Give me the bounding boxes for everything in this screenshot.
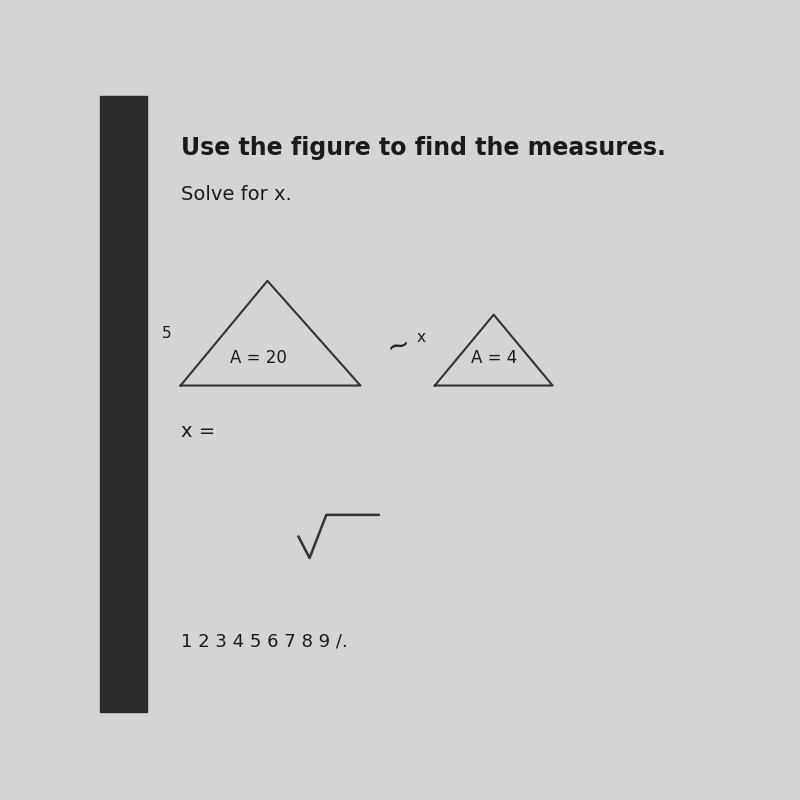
Text: A = 4: A = 4 [470, 349, 517, 366]
Text: A = 20: A = 20 [230, 349, 286, 366]
Text: Use the figure to find the measures.: Use the figure to find the measures. [181, 136, 666, 160]
Text: ∼: ∼ [382, 329, 413, 362]
Text: 5: 5 [162, 326, 171, 341]
Bar [100, 96, 146, 712]
Text: Solve for x.: Solve for x. [181, 186, 291, 204]
Text: x: x [417, 330, 426, 345]
Text: x =: x = [181, 422, 215, 442]
Text: 1 2 3 4 5 6 7 8 9 /.: 1 2 3 4 5 6 7 8 9 /. [181, 632, 347, 650]
